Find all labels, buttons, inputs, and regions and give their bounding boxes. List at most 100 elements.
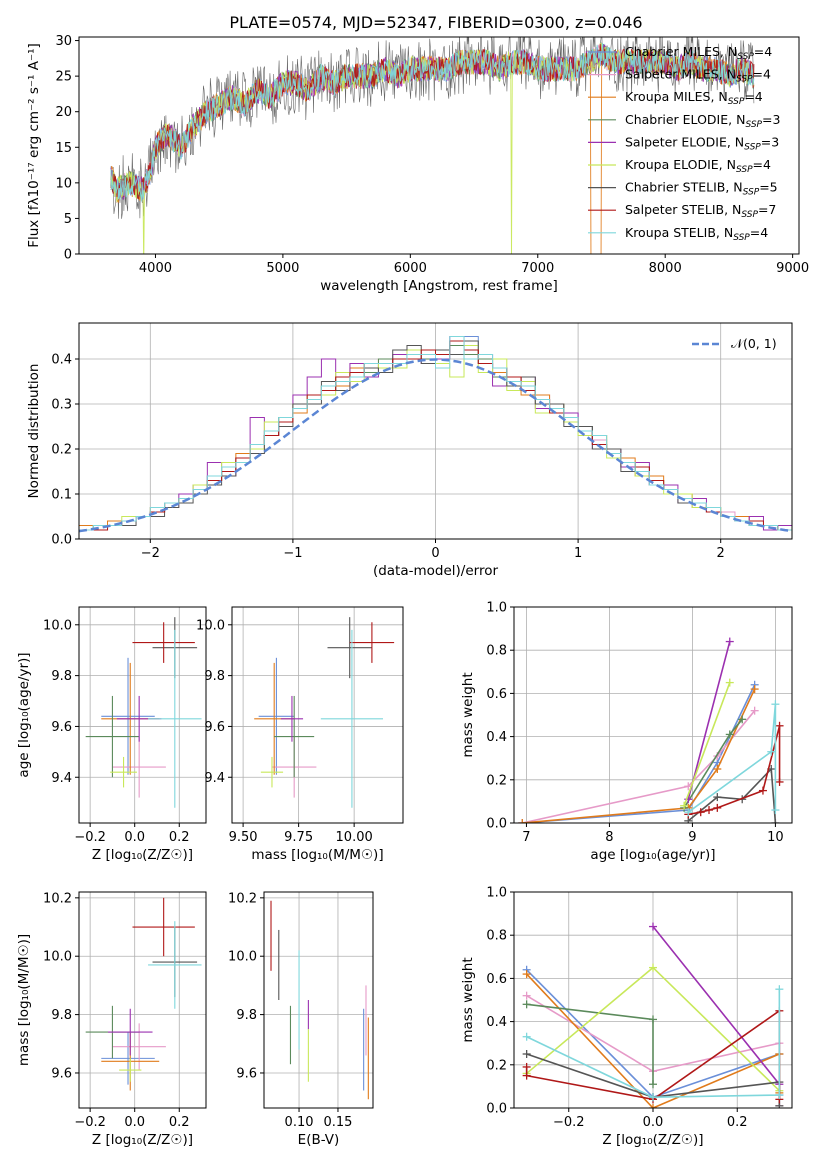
series-kroupa-miles: [518, 685, 759, 823]
legend-label: Chabrier ELODIE, NSSP=3: [625, 112, 780, 130]
hist-kroupa-elodie: [79, 345, 792, 539]
x-tick-label: 9000: [776, 261, 809, 276]
x-axis-label: Z [log₁₀(Z/Z☉)]: [92, 1132, 193, 1148]
y-tick-label: 5: [64, 212, 72, 227]
errorbar-salpeter-elodie: [280, 695, 304, 742]
panel-8: −0.2 0.0 0.2 0.0 0.2 0.4 0.6 0.8 1.0 Z [log₁₀(Z/Z…: [460, 886, 793, 1148]
y-tick-label: 0: [64, 248, 72, 263]
point-marker: [649, 1080, 657, 1089]
point-marker: [649, 1104, 657, 1108]
legend: Chabrier MILES, NSSP=4 Salpeter MILES, NS…: [588, 44, 780, 243]
errorbar-chabrier-elodie: [274, 695, 315, 778]
x-tick-label: 0.2: [169, 1115, 190, 1130]
x-tick-label: 7000: [521, 261, 554, 276]
y-tick-label: 9.6: [236, 1066, 257, 1081]
y-axis-label: mass weight: [460, 672, 476, 757]
y-tick-label: 9.8: [204, 669, 225, 684]
y-tick-label: 0.6: [486, 687, 507, 702]
errorbar-kroupa-elodie: [110, 756, 137, 788]
x-axis-label: wavelength [Angstrom, rest frame]: [320, 278, 558, 294]
series-line: [526, 1003, 654, 1085]
point-marker: [680, 801, 689, 810]
point-marker: [705, 806, 714, 815]
y-tick-label: 0.4: [51, 353, 72, 368]
y-tick-label: 0.2: [486, 1058, 507, 1073]
legend-label: Chabrier MILES, NSSP=4: [625, 44, 772, 62]
axes-frame: [78, 606, 207, 824]
x-tick-label: −0.2: [553, 1115, 585, 1130]
series-salpeter-elodie: [649, 922, 784, 1089]
x-axis-label: mass [log₁₀(M/M☉)]: [251, 847, 383, 863]
series-line: [687, 641, 731, 800]
legend-label: Salpeter ELODIE, NSSP=3: [625, 134, 779, 152]
point-marker: [771, 806, 780, 815]
point-marker: [522, 1071, 531, 1080]
point-marker: [696, 808, 705, 817]
series-kroupa-stelib: [684, 700, 780, 817]
series-line: [688, 725, 781, 816]
panel-5: 7 8 9 10 0.0 0.2 0.4 0.6 0.8 1.0 age [log₁₀(age/yr…: [460, 601, 793, 863]
y-tick-label: 10.0: [43, 950, 72, 965]
x-tick-label: 0.0: [124, 1115, 145, 1130]
point-marker: [725, 730, 734, 739]
axes-frame: [78, 891, 207, 1109]
errorbar-salpeter-elodie: [107, 1008, 153, 1056]
x-tick-label: 4000: [139, 261, 172, 276]
panel-6: −0.2 0.0 0.2 9.6 9.8 10.0 10.2 Z [log₁₀(Z/Z☉)] m…: [16, 891, 207, 1148]
errorbar-salpeter-miles: [112, 736, 166, 798]
axes-frame: [78, 36, 800, 255]
legend-label: 𝒩(0, 1): [731, 336, 777, 351]
spectrum-line-kroupa-stelib-n-ssp-4: [110, 42, 755, 202]
panel-7: 0.10 0.15 9.6 9.8 10.0 10.2 E(B-V): [228, 891, 374, 1148]
point-marker: [522, 970, 531, 979]
x-tick-label: −1: [283, 546, 302, 561]
x-tick-label: 0.15: [323, 1115, 352, 1130]
x-tick-label: 0.0: [643, 1115, 664, 1130]
plot-area: [110, 37, 755, 254]
y-tick-label: 9.6: [51, 720, 72, 735]
series-line: [522, 684, 756, 823]
point-marker: [771, 700, 780, 709]
point-marker: [649, 963, 657, 972]
x-tick-label: 9.75: [284, 830, 313, 845]
hist-kroupa-stelib: [79, 336, 792, 539]
point-marker: [713, 793, 722, 802]
axes-frame: [513, 606, 793, 824]
figure-title: PLATE=0574, MJD=52347, FIBERID=0300, z=0…: [229, 13, 642, 32]
y-tick-label: 0.8: [486, 929, 507, 944]
y-tick-label: 1.0: [486, 601, 507, 616]
errorbar-salpeter-stelib: [132, 622, 195, 663]
x-tick-label: 7: [522, 830, 530, 845]
y-tick-label: 10.0: [228, 950, 257, 965]
x-axis-label: age [log₁₀(age/yr)]: [590, 847, 715, 863]
y-tick-label: 20: [55, 105, 72, 120]
y-tick-label: 0.1: [51, 488, 72, 503]
x-tick-label: 0: [431, 546, 439, 561]
errorbar-kroupa-elodie: [119, 1058, 142, 1082]
y-tick-label: 0.8: [486, 644, 507, 659]
series-line: [687, 704, 777, 813]
x-tick-label: 8000: [649, 261, 682, 276]
panel-2: −2 −1 0 1 2 0.0 0.1 0.2 0.3 0.4 (data-model)/error…: [26, 322, 793, 579]
series-line: [652, 926, 780, 1085]
point-marker: [713, 765, 722, 773]
x-axis-label: Z [log₁₀(Z/Z☉)]: [602, 1132, 703, 1148]
legend-label: Salpeter MILES, NSSP=4: [625, 67, 771, 85]
plot-area: [522, 922, 784, 1108]
plot-area: [518, 637, 784, 823]
x-axis-label: E(B-V): [298, 1132, 340, 1148]
y-tick-label: 0.2: [51, 443, 72, 458]
series-line: [526, 989, 781, 1099]
y-tick-label: 9.6: [51, 1066, 72, 1081]
y-tick-label: 9.6: [204, 720, 225, 735]
point-marker: [649, 922, 657, 931]
x-tick-label: 9: [688, 830, 696, 845]
errorbar-kroupa-elodie: [260, 756, 284, 788]
x-tick-label: 0.2: [169, 830, 190, 845]
panel-3: −0.2 0.0 0.2 9.4 9.6 9.8 10.0 Z [log₁₀(Z/Z☉)] ag…: [16, 606, 207, 863]
y-tick-label: 9.8: [51, 669, 72, 684]
errorbar-chabrier-miles: [101, 1032, 155, 1085]
plot-area: [79, 336, 792, 539]
x-tick-label: 9.50: [229, 830, 258, 845]
